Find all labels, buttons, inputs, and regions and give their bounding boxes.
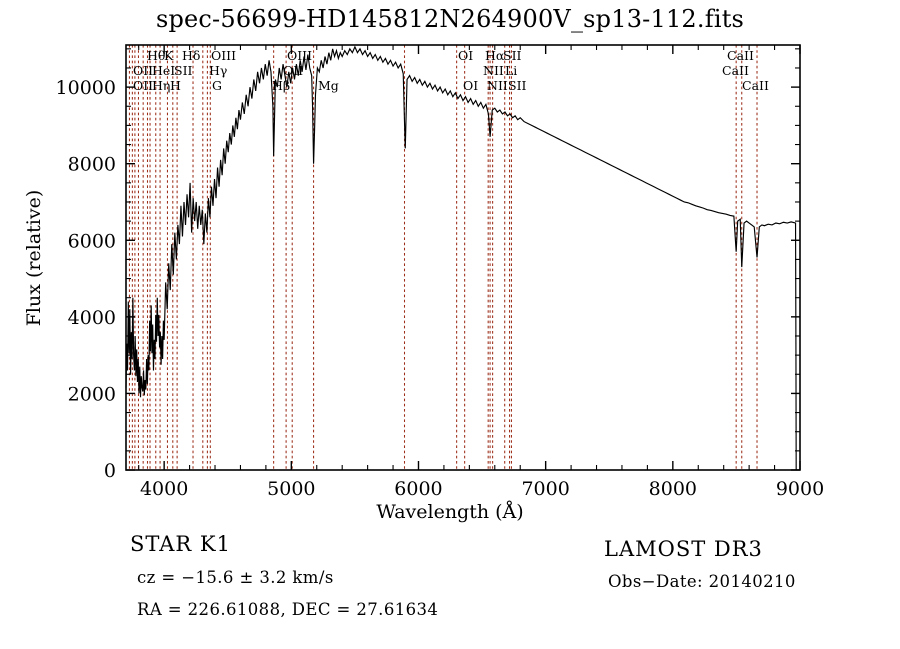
x-tick-label: 5000	[267, 478, 315, 500]
y-axis-title: Flux (relative)	[23, 190, 45, 327]
spectral-line-label: OIII	[287, 48, 312, 63]
page-title: spec-56699-HD145812N264900V_sp13-112.fit…	[155, 5, 745, 33]
x-tick-label: 9000	[776, 478, 824, 500]
obs-date-label: Obs−Date: 20140210	[608, 572, 796, 591]
spectral-line-label: NII	[483, 63, 504, 78]
y-tick-label: 10000	[56, 77, 116, 99]
spectrum-trace-group	[125, 45, 797, 471]
spectral-line-label: K	[164, 48, 174, 63]
x-tick-label: 6000	[394, 478, 442, 500]
plot-frame	[125, 44, 801, 471]
spectral-line-label: CaII	[722, 63, 749, 78]
y-tick-label: 4000	[68, 307, 116, 329]
spectral-line-label: CaII	[742, 78, 769, 93]
object-class-label: STAR K1	[130, 532, 231, 556]
x-tick-label: 7000	[521, 478, 569, 500]
x-tick-label: 8000	[649, 478, 697, 500]
y-tick-label: 8000	[68, 154, 116, 176]
spectral-line-label: SII	[174, 63, 193, 78]
spectral-line-label: SII	[503, 48, 522, 63]
spectral-line-label: H	[170, 78, 181, 93]
spectral-line-label: Hγ	[209, 63, 227, 78]
spectral-line-label: OII	[133, 63, 153, 78]
spectral-line-label: OII	[133, 78, 153, 93]
plot-axes	[125, 44, 801, 471]
spectral-line-label: G	[212, 78, 222, 93]
spectral-line-label: Hδ	[182, 48, 200, 63]
line-marker-group	[128, 45, 758, 470]
spectral-line-label: Hα	[485, 48, 505, 63]
y-tick-label: 2000	[68, 383, 116, 405]
y-tick-label: 0	[104, 460, 116, 482]
spectral-line-label: OI	[463, 78, 478, 93]
radial-velocity-label: cz = −15.6 ± 3.2 km/s	[137, 568, 334, 587]
spectral-line-label: HeI	[152, 63, 175, 78]
spectral-line-label: OIII	[211, 48, 236, 63]
coordinates-label: RA = 226.61088, DEC = 27.61634	[137, 600, 439, 619]
spectrum-plot: 4000 5000 6000 7000 8000 9000 0 2000 4000 6000 800…	[23, 44, 825, 523]
spectral-line-label: Li	[505, 63, 517, 78]
spectrum-trace	[125, 45, 797, 471]
spectral-line-label: OII	[283, 63, 303, 78]
spectral-line-label: CaII	[727, 48, 754, 63]
spectral-line-label: Hη	[152, 78, 170, 93]
survey-label: LAMOST DR3	[604, 537, 763, 561]
tick-label-group: 4000 5000 6000 7000 8000 9000 0 2000 4000 6000 800…	[56, 77, 825, 500]
spectral-line-label: Hθ	[147, 48, 165, 63]
y-tick-label: 6000	[68, 230, 116, 252]
spectral-line-label: SII	[508, 78, 527, 93]
spectral-line-label: Mg	[318, 78, 339, 93]
spectral-line-label: Hβ	[272, 78, 290, 93]
spectral-line-label: NII	[487, 78, 508, 93]
x-axis-title: Wavelength (Å)	[376, 501, 523, 523]
spectral-line-label: OI	[458, 48, 473, 63]
x-tick-label: 4000	[140, 478, 188, 500]
